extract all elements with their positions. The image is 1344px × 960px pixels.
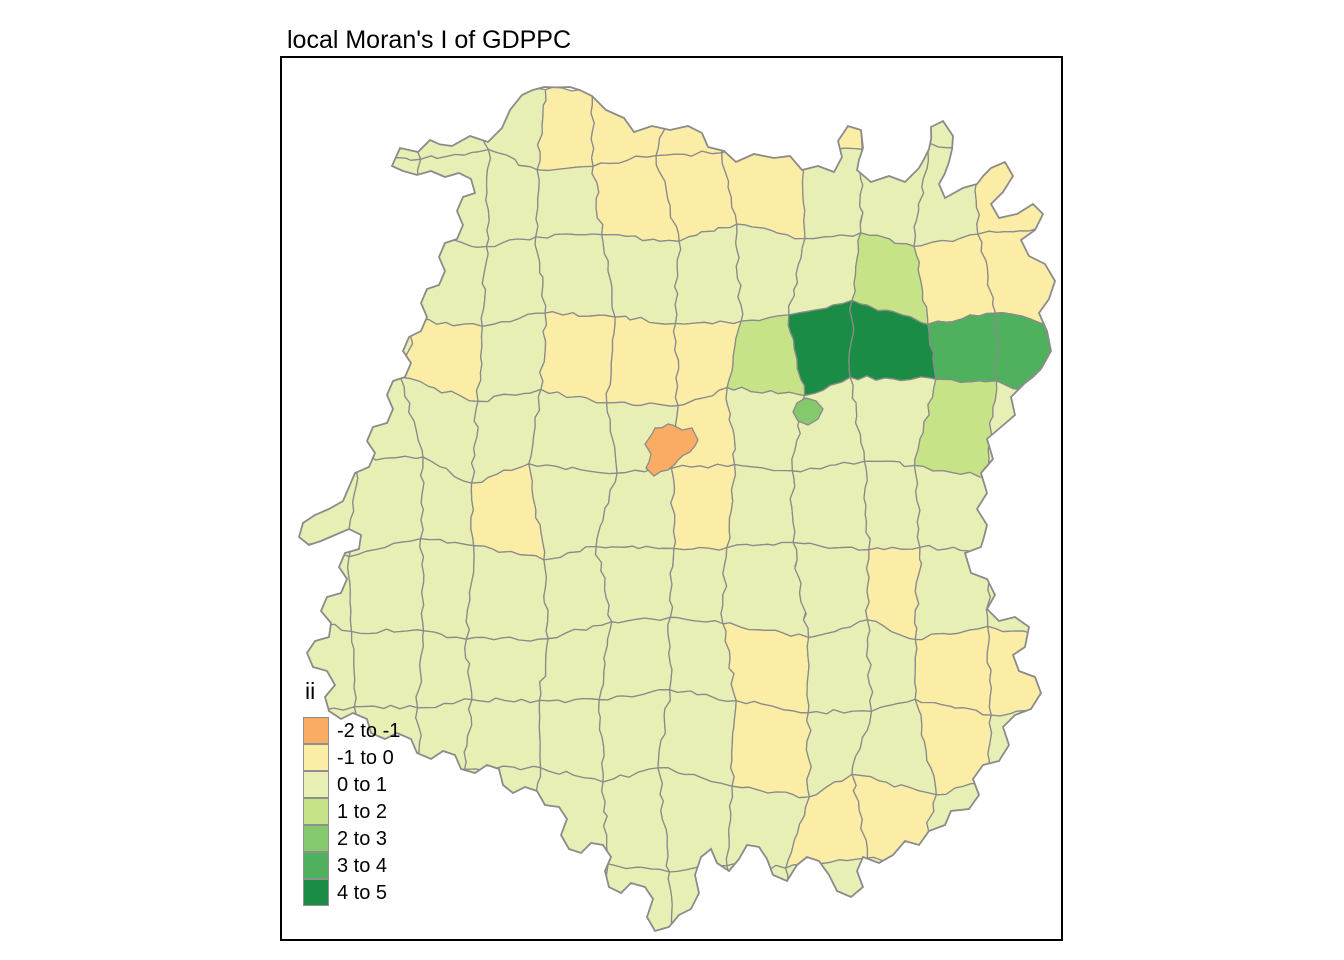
county-polygon [299, 535, 353, 633]
county-polygon [345, 223, 420, 322]
county-polygon [726, 463, 796, 549]
legend-item: 3 to 4 [303, 851, 400, 879]
legend-item: -1 to 0 [303, 743, 400, 771]
legend-swatch-neg1 [303, 743, 329, 771]
county-polygon [419, 538, 475, 640]
county-polygon [985, 536, 1055, 638]
county-polygon [657, 767, 734, 873]
county-polygon [976, 87, 1048, 158]
legend-label-neg1: -1 to 0 [337, 746, 394, 769]
county-polygon [987, 705, 1055, 782]
county-polygon [404, 768, 489, 869]
county-polygon [528, 852, 609, 931]
legend: ii -2 to -1 -1 to 0 0 to 1 1 to 2 2 to 3… [303, 680, 400, 906]
county-polygon [726, 863, 792, 931]
county-polygon [535, 165, 604, 239]
county-polygon [851, 856, 933, 931]
county-polygon [655, 87, 735, 157]
county-polygon [299, 223, 351, 313]
legend-item: 4 to 5 [303, 878, 400, 906]
county-polygon [342, 151, 422, 238]
legend-label-4-5: 4 to 5 [337, 881, 388, 904]
legend-swatch-4-5 [303, 878, 329, 906]
county-polygon [987, 775, 1055, 865]
county-polygon [670, 463, 737, 551]
county-polygon [667, 864, 739, 931]
county-polygon [800, 145, 864, 240]
county-polygon [539, 311, 616, 404]
legend-swatch-neg2 [303, 716, 329, 744]
county-polygon [798, 87, 864, 151]
legend-swatch-1-2 [303, 797, 329, 825]
county-polygon [916, 855, 1001, 931]
county-polygon [789, 460, 871, 551]
county-polygon [299, 299, 359, 409]
county-polygon-overlay [644, 423, 699, 477]
county-polygon [674, 223, 744, 325]
legend-label-neg2: -2 to -1 [337, 719, 401, 742]
legend-label-3-4: 3 to 4 [337, 854, 388, 877]
county-polygon [601, 233, 682, 325]
plot-frame [280, 56, 1063, 941]
county-polygon [299, 398, 362, 476]
county-polygon [299, 87, 357, 154]
province-outline [297, 86, 1056, 933]
legend-item: 2 to 3 [303, 824, 400, 852]
county-polygon [928, 87, 987, 156]
legend-swatch-3-4 [303, 851, 329, 879]
county-polygon [914, 625, 993, 716]
county-polygon [720, 89, 806, 155]
county-polygon [464, 636, 549, 704]
legend-label-1-2: 1 to 2 [337, 800, 388, 823]
county-polygon [601, 767, 671, 873]
county-polygon [415, 630, 473, 709]
legend-item: 0 to 1 [303, 770, 400, 798]
county-polygon [984, 466, 1055, 552]
county-polygon [403, 847, 490, 931]
legend-item: 1 to 2 [303, 797, 400, 825]
county-polygon [863, 460, 921, 551]
county-polygon [605, 315, 680, 407]
county-polygon [720, 541, 810, 639]
county-polygon [409, 148, 492, 248]
legend-label-0-1: 0 to 1 [337, 773, 388, 796]
legend-swatch-0-1 [303, 770, 329, 798]
county-polygon [730, 700, 812, 799]
county-polygon [858, 87, 936, 151]
county-polygon [342, 87, 422, 161]
county-polygon [927, 312, 1000, 384]
legend-item: -2 to -1 [303, 716, 401, 744]
county-polygon [913, 544, 992, 641]
county-polygon [464, 765, 542, 855]
county-polygon [476, 847, 540, 931]
county-polygon [975, 855, 1055, 931]
county-polygon [465, 545, 549, 642]
legend-swatch-2-3 [303, 824, 329, 852]
county-polygon [985, 380, 1054, 479]
county-polygon [974, 152, 1050, 235]
county-polygon [598, 616, 673, 701]
plot-title: local Moran's I of GDPPC [287, 26, 572, 54]
county-polygon [415, 698, 473, 782]
legend-title: ii [305, 678, 316, 704]
county-polygon [299, 458, 360, 558]
county-polygon [722, 622, 810, 714]
county-polygon [299, 146, 349, 231]
county-polygon [536, 87, 595, 172]
county-polygon [409, 235, 489, 328]
county-polygon [475, 312, 548, 403]
legend-label-2-3: 2 to 3 [337, 827, 388, 850]
county-polygon [463, 697, 542, 772]
county-polygon [668, 546, 728, 625]
county-polygon [538, 697, 605, 783]
county-polygon-overlay [792, 397, 824, 426]
